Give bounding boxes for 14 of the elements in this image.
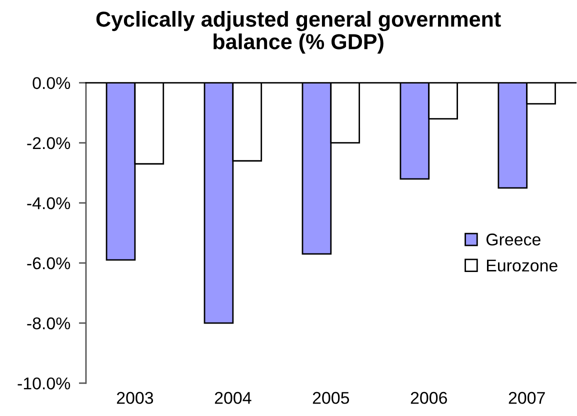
x-tick-label: 2004 (214, 392, 252, 404)
chart-title: Cyclically adjusted general government balance (% GDP) (96, 11, 501, 54)
legend-label: Greece (486, 234, 540, 246)
y-tick-label: -6.0% (27, 257, 70, 270)
y-tick-label: -2.0% (27, 137, 70, 150)
x-tick-label: 2006 (410, 392, 447, 404)
y-tick-label: 0.0% (32, 77, 70, 90)
legend-label: Eurozone (487, 260, 558, 272)
y-tick-label: -8.0% (27, 317, 70, 330)
x-tick-label: 2005 (312, 392, 350, 404)
x-tick-label: 2007 (508, 392, 545, 404)
y-tick-label: -10.0% (18, 377, 70, 390)
x-tick-label: 2003 (116, 392, 154, 404)
y-tick-label: -4.0% (27, 197, 70, 210)
